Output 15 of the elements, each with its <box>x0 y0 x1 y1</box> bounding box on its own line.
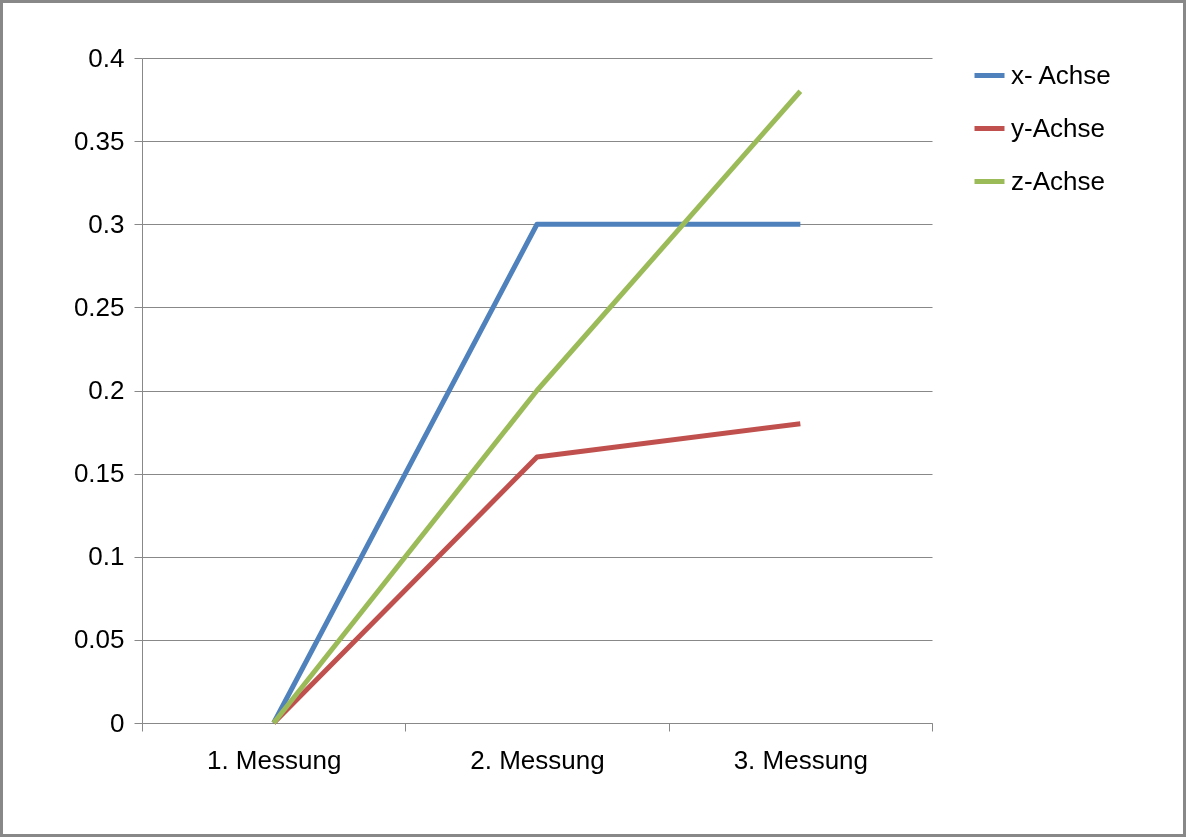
legend-label: x- Achse <box>1011 59 1111 90</box>
y-tick-label: 0.1 <box>88 541 125 572</box>
y-tick-label: 0.15 <box>73 458 125 489</box>
y-tick-label: 0.4 <box>88 42 125 73</box>
y-tick-label: 0.3 <box>88 208 125 239</box>
y-tick-label: 0 <box>110 707 125 738</box>
y-tick-label: 0.35 <box>73 125 125 156</box>
y-tick-label: 0.05 <box>73 624 125 655</box>
x-tick-label: 1. Messung <box>206 744 342 775</box>
legend-label: y-Achse <box>1011 112 1105 143</box>
x-tick-label: 3. Messung <box>733 744 869 775</box>
x-tick-label: 2. Messung <box>470 744 605 775</box>
legend-label: z-Achse <box>1011 165 1105 196</box>
y-tick-label: 0.2 <box>88 375 125 405</box>
y-tick-label: 0.25 <box>73 291 125 322</box>
